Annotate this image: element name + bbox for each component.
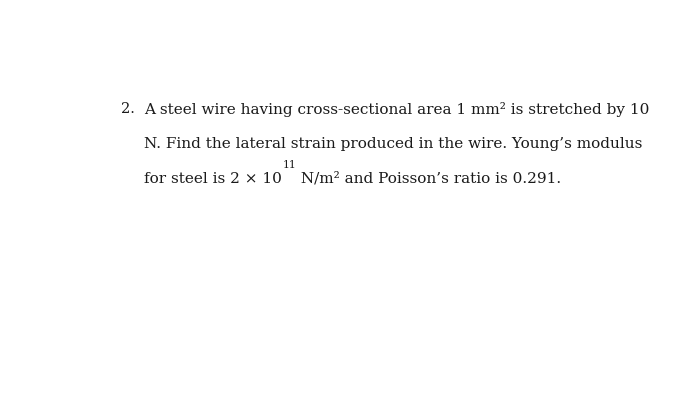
Text: for steel is 2 × 10: for steel is 2 × 10 bbox=[144, 172, 282, 186]
Text: N/m² and Poisson’s ratio is 0.291.: N/m² and Poisson’s ratio is 0.291. bbox=[296, 172, 561, 186]
Text: N. Find the lateral strain produced in the wire. Young’s modulus: N. Find the lateral strain produced in t… bbox=[144, 137, 643, 151]
Text: 11: 11 bbox=[282, 160, 296, 170]
Text: 2.: 2. bbox=[121, 102, 135, 116]
Text: A steel wire having cross-sectional area 1 mm² is stretched by 10: A steel wire having cross-sectional area… bbox=[144, 102, 650, 117]
